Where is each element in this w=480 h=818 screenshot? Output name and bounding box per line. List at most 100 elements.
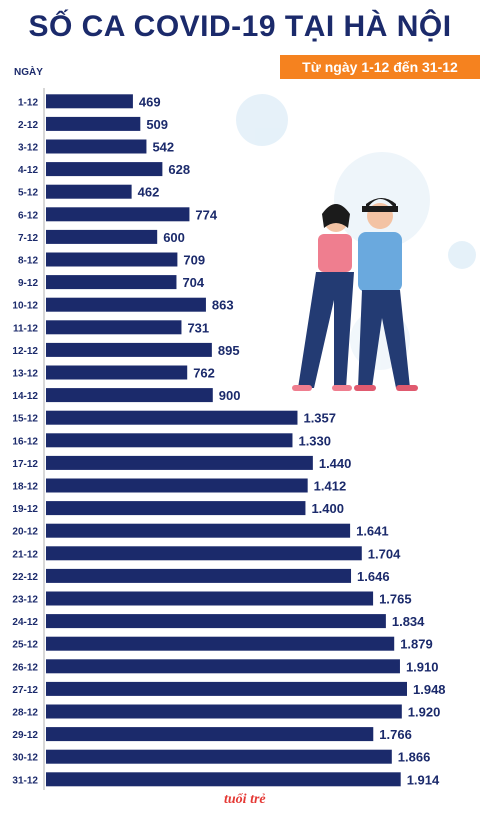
category-label: 27-12 <box>12 685 38 696</box>
value-label: 1.920 <box>408 705 441 720</box>
value-label: 1.646 <box>357 569 390 584</box>
value-label: 709 <box>183 253 205 268</box>
category-label: 3-12 <box>18 143 38 154</box>
bar <box>46 320 182 335</box>
bar <box>46 139 147 154</box>
value-label: 1.910 <box>406 659 439 674</box>
bar <box>46 275 177 290</box>
bar <box>46 636 395 651</box>
value-label: 1.400 <box>311 501 344 516</box>
value-label: 1.330 <box>298 433 331 448</box>
category-label: 6-12 <box>18 210 38 221</box>
value-label: 1.440 <box>319 456 352 471</box>
bar <box>46 478 308 493</box>
bar <box>46 546 362 561</box>
bar <box>46 229 158 244</box>
category-label: 21-12 <box>12 549 38 560</box>
value-label: 600 <box>163 230 185 245</box>
value-label: 774 <box>195 207 217 222</box>
category-label: 10-12 <box>12 301 38 312</box>
bar <box>46 94 133 109</box>
bar <box>46 772 401 787</box>
category-label: 1-12 <box>18 97 38 108</box>
category-label: 4-12 <box>18 165 38 176</box>
value-label: 1.357 <box>303 411 336 426</box>
bar <box>46 184 132 199</box>
bar <box>46 659 400 674</box>
value-label: 1.766 <box>379 727 412 742</box>
value-label: 1.866 <box>398 750 431 765</box>
brand-logo: tuổi trẻ <box>224 792 266 807</box>
bar <box>46 252 178 267</box>
bar <box>46 704 402 719</box>
bar <box>46 388 213 403</box>
bar <box>46 749 392 764</box>
bar <box>46 410 298 425</box>
value-label: 1.914 <box>407 772 440 787</box>
category-label: 31-12 <box>12 775 38 786</box>
value-label: 469 <box>139 94 161 109</box>
category-label: 14-12 <box>12 391 38 402</box>
category-label: 28-12 <box>12 708 38 719</box>
value-label: 1.412 <box>314 479 347 494</box>
category-label: 22-12 <box>12 572 38 583</box>
bar <box>46 433 293 448</box>
value-label: 731 <box>187 320 209 335</box>
value-label: 542 <box>152 140 174 155</box>
value-label: 628 <box>168 162 190 177</box>
category-label: 2-12 <box>18 120 38 131</box>
category-label: 20-12 <box>12 527 38 538</box>
category-label: 23-12 <box>12 595 38 606</box>
value-label: 1.948 <box>413 682 446 697</box>
value-label: 462 <box>138 185 160 200</box>
date-range-badge: Từ ngày 1-12 đến 31-12 <box>280 55 480 79</box>
category-label: 17-12 <box>12 459 38 470</box>
bar <box>46 162 163 177</box>
category-label: 8-12 <box>18 256 38 267</box>
category-label: 12-12 <box>12 346 38 357</box>
bar <box>46 681 407 696</box>
category-label: 18-12 <box>12 482 38 493</box>
category-label: 11-12 <box>13 323 38 334</box>
category-label: 30-12 <box>12 753 38 764</box>
bar <box>46 501 306 516</box>
bar <box>46 342 212 357</box>
category-label: 16-12 <box>12 436 38 447</box>
value-label: 762 <box>193 366 215 381</box>
category-label: 19-12 <box>12 504 38 515</box>
bar <box>46 523 351 538</box>
people-illustration <box>292 198 418 391</box>
category-label: 29-12 <box>12 730 38 741</box>
category-label: 9-12 <box>18 278 38 289</box>
bar <box>46 614 386 629</box>
value-label: 1.765 <box>379 592 412 607</box>
category-label: 26-12 <box>12 662 38 673</box>
value-label: 704 <box>182 275 204 290</box>
value-label: 863 <box>212 298 234 313</box>
bar <box>46 455 313 470</box>
bar <box>46 727 374 742</box>
bar <box>46 297 206 312</box>
bar <box>46 365 188 380</box>
category-label: 7-12 <box>18 233 38 244</box>
page-title: SỐ CA COVID-19 TẠI HÀ NỘI <box>28 10 452 43</box>
category-label: 13-12 <box>12 369 38 380</box>
value-label: 895 <box>218 343 240 358</box>
value-label: 1.704 <box>368 546 401 561</box>
y-axis-label: NGÀY <box>14 67 43 78</box>
category-label: 5-12 <box>18 188 38 199</box>
value-label: 1.641 <box>356 524 389 539</box>
category-label: 15-12 <box>12 414 38 425</box>
bar <box>46 116 141 131</box>
bar <box>46 207 190 222</box>
value-label: 900 <box>219 388 241 403</box>
category-label: 25-12 <box>12 640 38 651</box>
category-label: 24-12 <box>12 617 38 628</box>
value-label: 1.879 <box>400 637 433 652</box>
value-label: 1.834 <box>392 614 425 629</box>
bar <box>46 568 352 583</box>
virus-illustration <box>236 94 476 370</box>
bar <box>46 591 374 606</box>
value-label: 509 <box>146 117 168 132</box>
